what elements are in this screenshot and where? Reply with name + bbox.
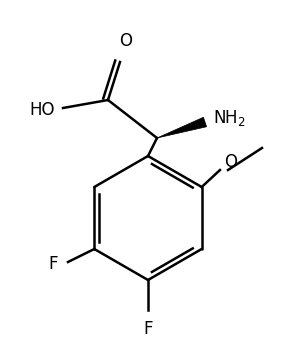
Text: F: F <box>49 255 58 273</box>
Text: F: F <box>143 320 153 338</box>
Text: O: O <box>224 153 237 171</box>
Text: HO: HO <box>29 101 55 119</box>
Text: O: O <box>120 32 132 50</box>
Text: NH$_2$: NH$_2$ <box>213 108 246 128</box>
Polygon shape <box>157 117 207 138</box>
